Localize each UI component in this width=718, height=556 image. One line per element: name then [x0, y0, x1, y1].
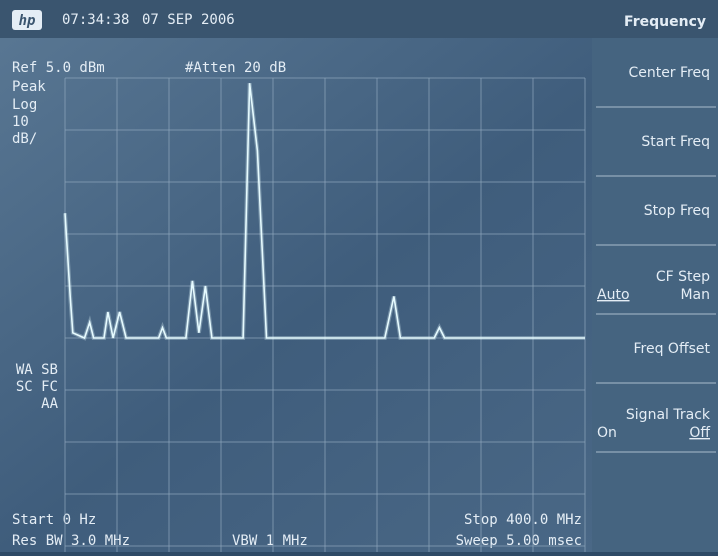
scale-value: 10 — [12, 114, 29, 130]
softkey-label: Start Freq — [641, 134, 710, 150]
softkey-label: Center Freq — [628, 65, 710, 81]
softkey-option: Man — [680, 287, 710, 303]
softkey-menu: Frequency Center Freq Start Freq Stop Freq… — [596, 14, 716, 453]
trace — [64, 83, 585, 340]
softkey-option: Off — [689, 425, 710, 441]
scale-unit: dB/ — [12, 131, 37, 147]
status-flag: SC FC — [16, 379, 58, 395]
status-flag: WA SB — [16, 362, 58, 378]
softkey-option: Auto — [597, 287, 630, 303]
stop-freq: Stop 400.0 MHz — [464, 512, 582, 528]
softkey[interactable]: Start Freq — [596, 134, 716, 177]
menu-title: Frequency — [624, 14, 706, 30]
ref-level: Ref 5.0 dBm — [12, 60, 105, 76]
attenuation: #Atten 20 dB — [185, 60, 286, 76]
header-bar — [0, 0, 718, 38]
sweep: Sweep 5.00 msec — [456, 533, 582, 549]
softkey[interactable]: Stop Freq — [596, 203, 716, 246]
date: 07 SEP 2006 — [142, 12, 235, 28]
softkey[interactable]: CF Step Auto Man — [596, 269, 716, 315]
softkey-label: CF Step — [656, 269, 710, 285]
softkey[interactable]: Signal Track On Off — [596, 407, 716, 453]
status-flag: AA — [41, 396, 58, 412]
logo: hp — [19, 13, 36, 29]
vbw: VBW 1 MHz — [232, 533, 308, 549]
softkey-label: Signal Track — [626, 407, 711, 423]
start-freq: Start 0 Hz — [12, 512, 96, 528]
scale-type: Log — [12, 97, 37, 113]
softkey-label: Freq Offset — [634, 341, 711, 357]
softkey-option: On — [597, 425, 617, 441]
menu-panel — [592, 38, 718, 552]
softkey[interactable]: Center Freq — [596, 65, 716, 108]
softkey[interactable]: Freq Offset — [596, 341, 716, 384]
rbw: Res BW 3.0 MHz — [12, 533, 130, 549]
time: 07:34:38 — [62, 12, 129, 28]
logo-box — [12, 10, 42, 30]
softkey-label: Stop Freq — [644, 203, 710, 219]
detector: Peak — [12, 79, 46, 95]
